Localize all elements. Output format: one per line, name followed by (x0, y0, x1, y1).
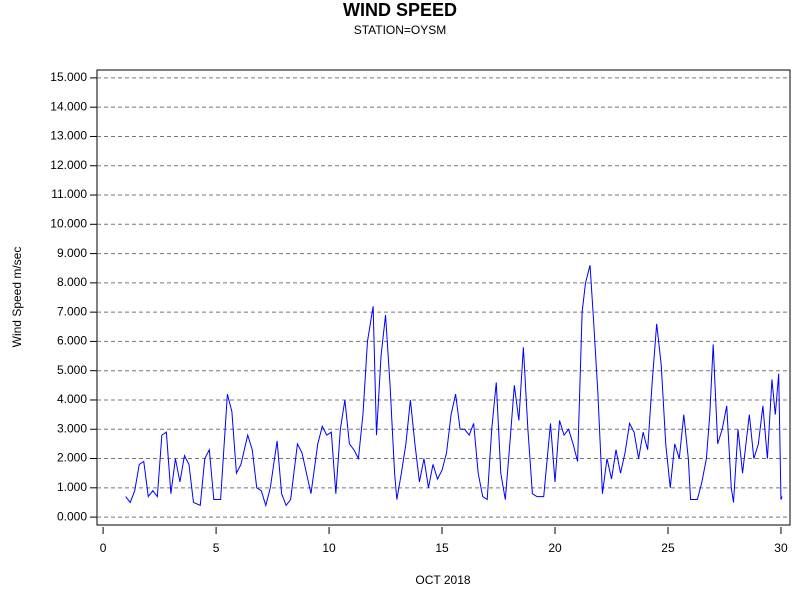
y-tick-label: 4.000 (57, 392, 87, 406)
x-tick-label: 25 (661, 541, 675, 555)
chart-subtitle: STATION=OYSM (354, 23, 447, 37)
y-tick-label: 0.000 (57, 509, 87, 523)
data-line (125, 265, 783, 508)
y-tick-label: 7.000 (57, 304, 87, 318)
y-axis-label: Wind Speed m/sec (10, 247, 24, 348)
y-tick-label: 3.000 (57, 421, 87, 435)
y-tick-label: 14.000 (50, 99, 87, 113)
y-tick-label: 10.000 (50, 216, 87, 230)
x-tick-label: 0 (100, 541, 107, 555)
plot-frame (96, 69, 791, 526)
x-tick-label: 30 (774, 541, 788, 555)
y-tick-label: 5.000 (57, 363, 87, 377)
y-tick-label: 2.000 (57, 451, 87, 465)
x-tick-label: 10 (322, 541, 336, 555)
y-tick-label: 13.000 (50, 129, 87, 143)
y-tick-label: 11.000 (51, 187, 87, 201)
y-tick-label: 9.000 (57, 246, 87, 260)
y-tick-label: 15.000 (50, 70, 87, 84)
x-tick-label: 5 (213, 541, 220, 555)
x-tick-label: 20 (548, 541, 562, 555)
x-axis-label: OCT 2018 (415, 573, 470, 587)
chart-title: WIND SPEED (343, 0, 457, 20)
y-tick-label: 12.000 (50, 158, 87, 172)
y-tick-label: 1.000 (57, 480, 87, 494)
x-tick-label: 15 (435, 541, 449, 555)
y-tick-label: 6.000 (57, 334, 87, 348)
y-tick-label: 8.000 (57, 275, 87, 289)
